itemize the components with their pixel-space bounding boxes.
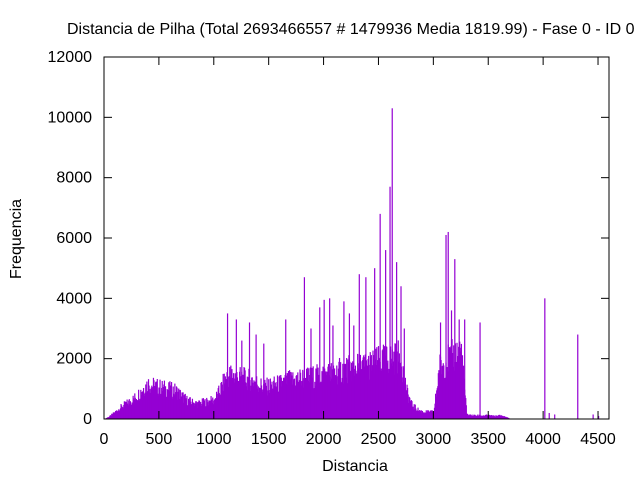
- y-tick-label: 10000: [48, 109, 93, 126]
- histogram-spike: [389, 186, 391, 419]
- x-tick-label: 1500: [251, 431, 287, 448]
- chart-title: Distancia de Pilha (Total 2693466557 # 1…: [67, 21, 635, 38]
- histogram-spike: [365, 277, 367, 419]
- histogram-spike: [358, 274, 360, 419]
- y-tick-label: 4000: [56, 290, 92, 307]
- y-tick-label: 2000: [56, 351, 92, 368]
- histogram-spike: [329, 298, 331, 419]
- histogram-spike: [577, 334, 579, 419]
- histogram-spike: [445, 234, 447, 419]
- histogram-spike: [554, 414, 556, 419]
- bars-group: [104, 108, 600, 420]
- histogram-spike: [439, 322, 442, 419]
- x-tick-label: 3000: [416, 431, 452, 448]
- x-tick-label: 4500: [580, 431, 616, 448]
- histogram-spike: [479, 322, 481, 419]
- histogram-spike: [374, 268, 376, 419]
- x-tick-label: 0: [100, 431, 109, 448]
- histogram-spike: [385, 250, 387, 419]
- histogram-spike: [379, 213, 381, 419]
- histogram-spike: [396, 262, 398, 419]
- x-axis-ticks: 0 500 1000 1500 2000 2500 3000 3500 4000 4500: [100, 57, 616, 448]
- histogram-spike: [285, 319, 287, 419]
- plot-frame: [103, 56, 610, 420]
- x-tick-label: 2000: [306, 431, 342, 448]
- histogram-spike: [464, 319, 466, 419]
- histogram-spike: [548, 412, 550, 419]
- y-tick-label: 12000: [48, 49, 93, 66]
- histogram-spike: [353, 325, 355, 419]
- y-tick-label: 0: [83, 411, 92, 428]
- y-axis-ticks: 0 2000 4000 6000 8000 10000 12000: [48, 49, 609, 428]
- x-tick-label: 500: [146, 431, 173, 448]
- histogram-spike: [319, 307, 321, 419]
- histogram-spike: [592, 414, 594, 419]
- histogram-spike: [226, 313, 229, 419]
- histogram-spike: [391, 108, 393, 420]
- x-tick-label: 4000: [525, 431, 561, 448]
- histogram-spike: [303, 277, 306, 419]
- histogram-spike: [447, 231, 449, 419]
- histogram-spike: [241, 340, 243, 419]
- y-axis-label: Frequencia: [8, 199, 25, 279]
- x-tick-label: 3500: [470, 431, 506, 448]
- histogram-spike: [403, 328, 405, 419]
- histogram-spike: [450, 310, 453, 419]
- y-tick-label: 8000: [56, 170, 92, 187]
- histogram-spike: [263, 343, 265, 419]
- histogram-spike: [323, 299, 325, 419]
- y-tick-label: 6000: [56, 230, 92, 247]
- plot-border: [103, 56, 610, 420]
- histogram-bar: [465, 405, 467, 419]
- histogram-spike: [400, 286, 402, 419]
- histogram-spike: [598, 415, 600, 419]
- histogram-spike: [348, 313, 351, 419]
- histogram-spike: [454, 259, 456, 419]
- histogram-spike: [255, 334, 257, 419]
- histogram-spike: [458, 319, 460, 419]
- x-tick-label: 2500: [361, 431, 397, 448]
- x-axis-label: Distancia: [322, 458, 388, 475]
- histogram-spike: [343, 301, 345, 419]
- histogram-spike: [544, 298, 546, 419]
- histogram-spike: [235, 319, 237, 419]
- histogram-spike: [310, 328, 312, 419]
- x-tick-label: 1000: [196, 431, 232, 448]
- histogram-spike: [248, 322, 251, 419]
- histogram-spike: [332, 325, 334, 419]
